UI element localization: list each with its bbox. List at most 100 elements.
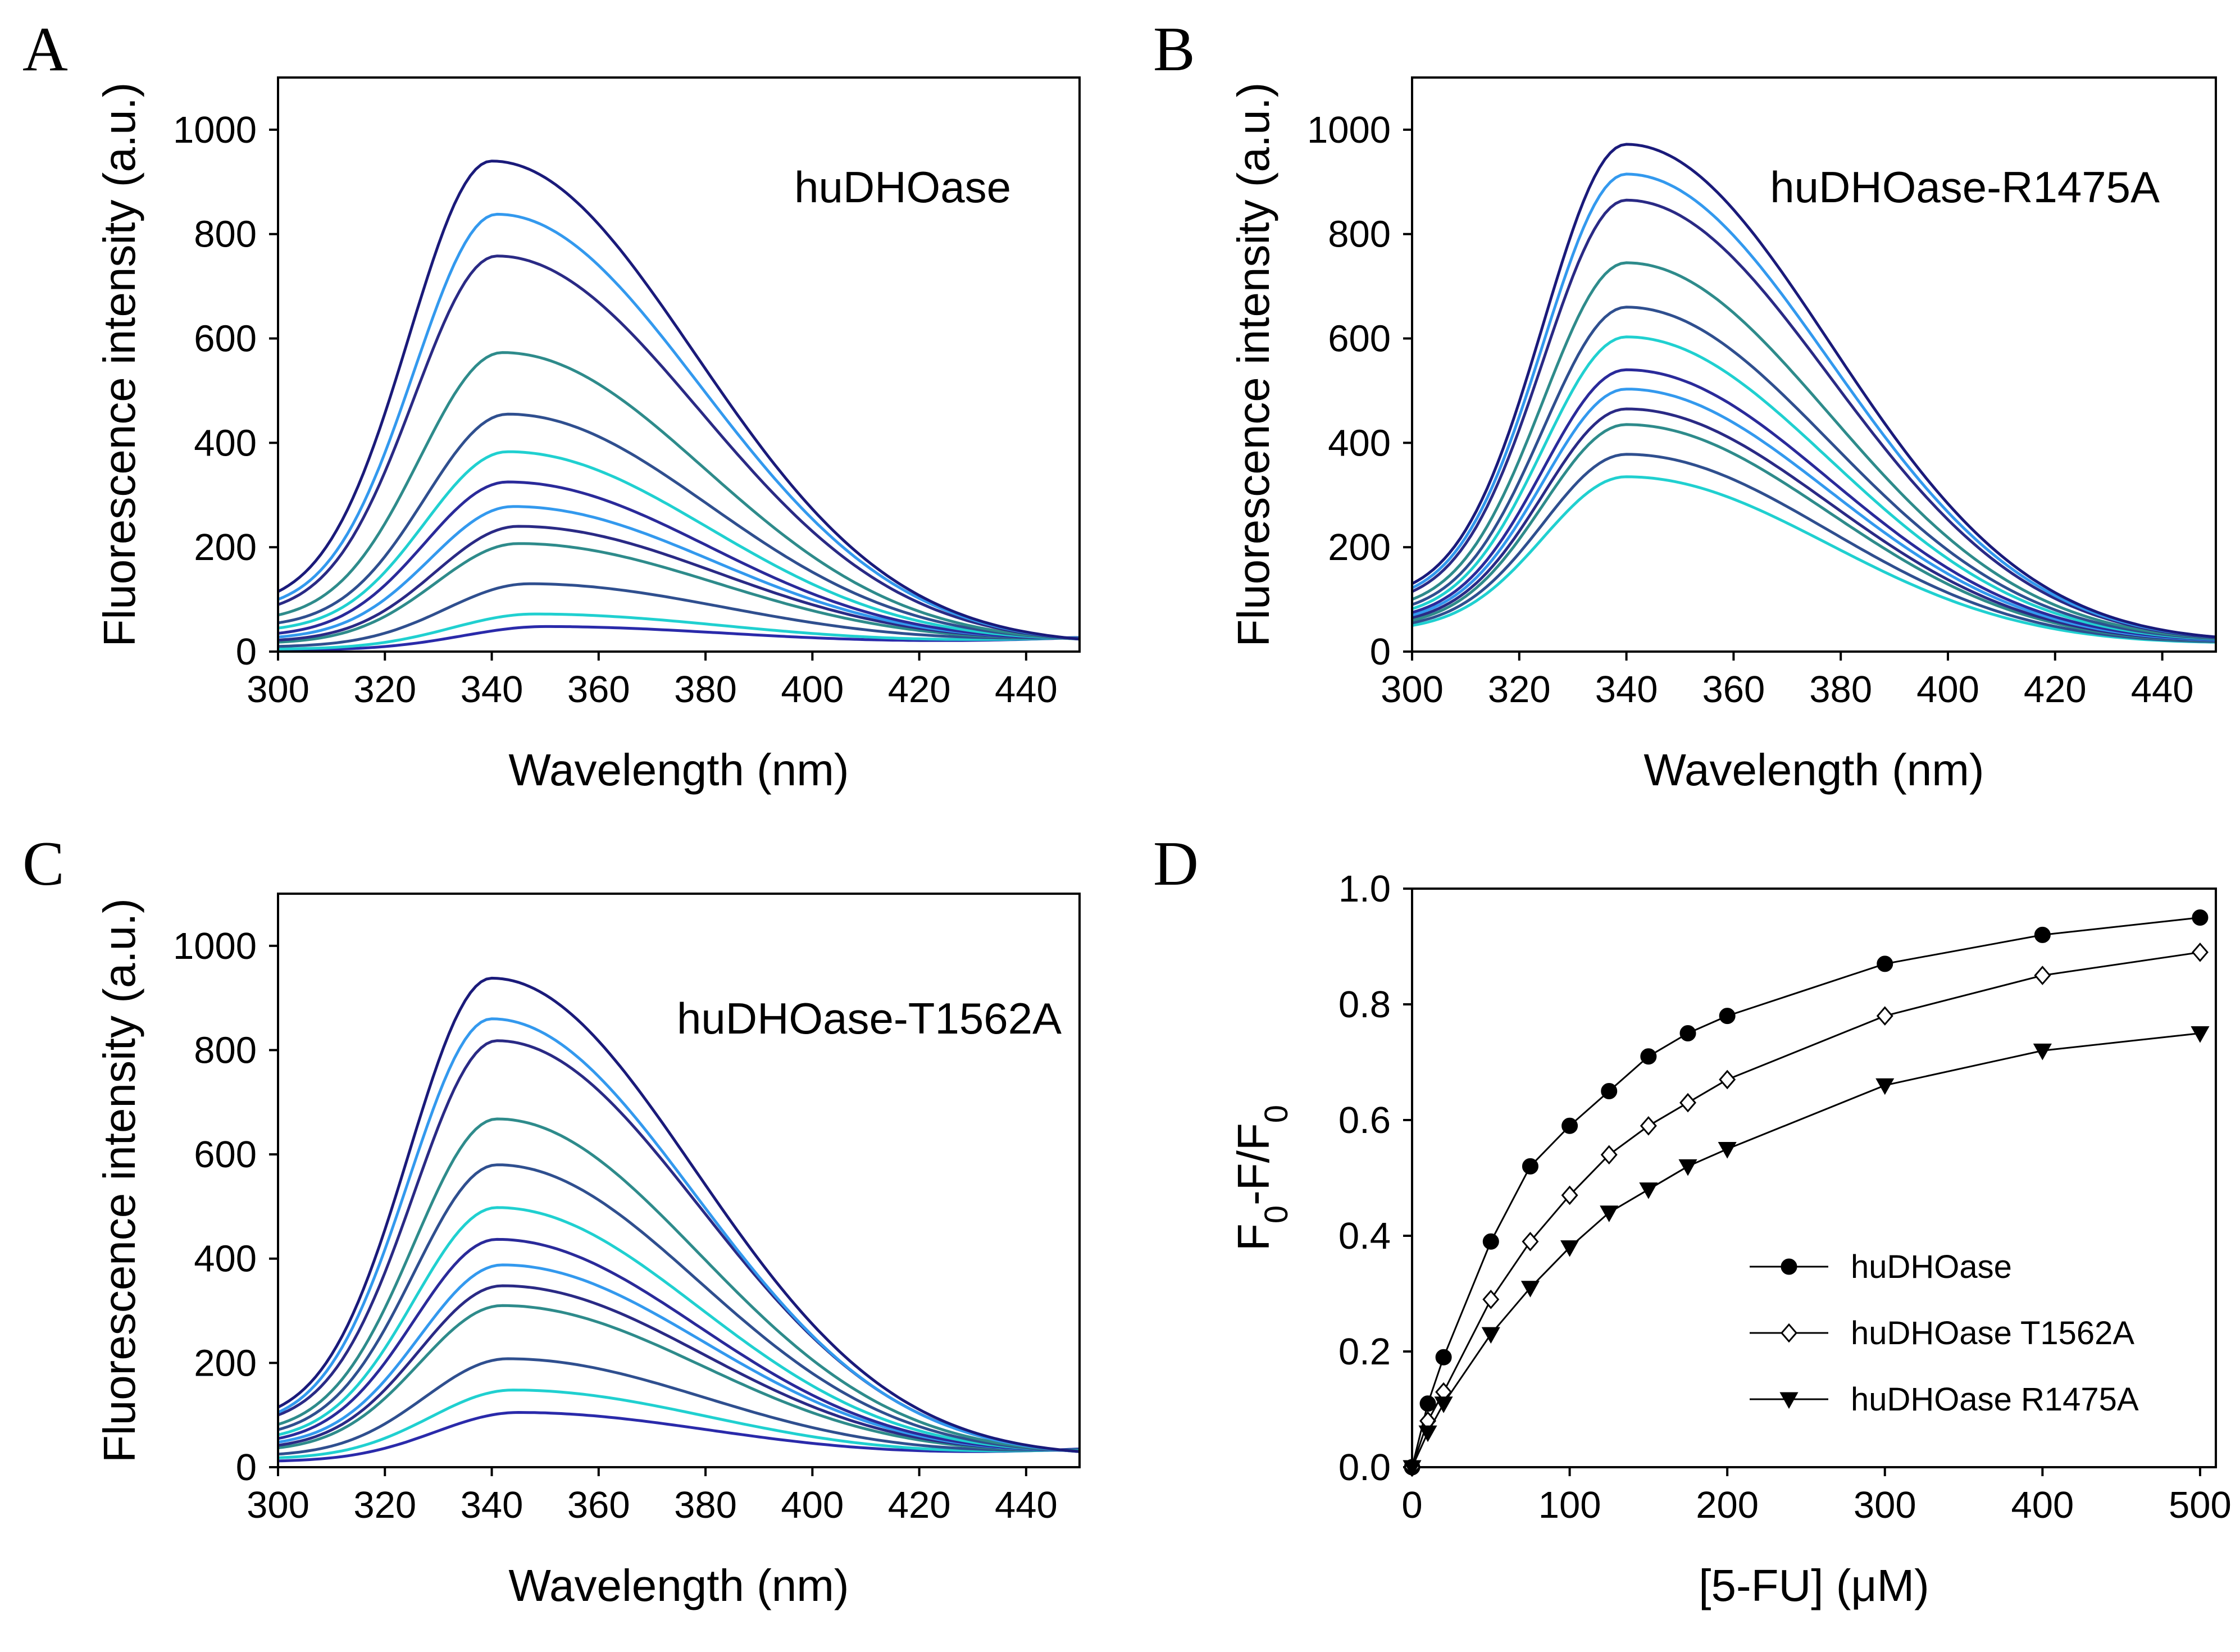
spectrum-line: [1412, 143, 2216, 639]
y-tick-label: 800: [194, 213, 257, 256]
x-tick-label: 440: [2131, 668, 2194, 711]
series-3: [1403, 1026, 2210, 1477]
spectrum-line: [1412, 407, 2216, 642]
data-point: [1877, 955, 1893, 972]
x-tick-label: 360: [1702, 668, 1765, 711]
data-point: [1560, 1240, 1579, 1257]
spectrum-line: [1412, 388, 2216, 642]
y-tick-label: 1000: [173, 109, 257, 151]
x-tick-label: 300: [247, 1484, 309, 1526]
spectrum-line: [278, 1357, 1080, 1456]
x-tick-label: 380: [1809, 668, 1872, 711]
y-tick-label: 0.8: [1338, 984, 1391, 1026]
spectrum-line: [278, 1206, 1080, 1452]
x-axis-title: Wavelength (nm): [1643, 745, 1984, 795]
x-tick-label: 320: [1488, 668, 1551, 711]
data-point: [1434, 1396, 1453, 1413]
x-tick-label: 420: [2024, 668, 2087, 711]
y-axis-title: Fluorescence intensity (a.u.): [94, 898, 144, 1463]
data-point: [1601, 1083, 1618, 1099]
x-tick-label: 420: [888, 1484, 951, 1526]
y-tick-label: 0.2: [1338, 1331, 1391, 1373]
y-tick-label: 0: [236, 631, 257, 673]
spectrum-line: [278, 480, 1080, 640]
data-point: [1482, 1233, 1499, 1250]
spectrum-line: [278, 254, 1080, 641]
spectrum-line: [278, 1117, 1080, 1453]
x-tick-label: 380: [674, 668, 737, 711]
data-point: [2034, 966, 2051, 985]
x-tick-label: 400: [781, 1484, 844, 1526]
series-group: [278, 160, 1080, 652]
y-tick-label: 0.0: [1338, 1446, 1391, 1489]
x-axis-title: Wavelength (nm): [508, 745, 849, 795]
y-tick-label: 0: [1370, 631, 1391, 673]
y-tick-label: 800: [1328, 213, 1391, 256]
panel-annotation: huDHOase-T1562A: [677, 994, 1062, 1043]
panel-d: D 0 100 200 300 400 500 0.0 0.2 0.4 0.6 0.8 1.0 [5-FU…: [1153, 829, 2232, 1610]
x-tick-label: 340: [1595, 668, 1658, 711]
y-tick-label: 1000: [1307, 109, 1391, 151]
spectrum-line: [278, 976, 1080, 1453]
x-tick-label: 400: [781, 668, 844, 711]
spectrum-line: [278, 582, 1080, 648]
spectrum-line: [278, 1163, 1080, 1453]
data-point: [1640, 1116, 1657, 1136]
data-point: [1719, 1070, 1736, 1090]
data-point: [2191, 943, 2209, 962]
x-tick-label: 300: [1381, 668, 1444, 711]
spectrum-line: [278, 1410, 1080, 1463]
data-point: [1522, 1232, 1539, 1251]
data-point: [1419, 1395, 1436, 1412]
plot-frame: [277, 76, 1081, 653]
data-point: [1718, 1142, 1737, 1159]
spectrum-line: [278, 351, 1080, 641]
x-tick-label: 360: [567, 1484, 630, 1526]
legend-marker: [1781, 1258, 1797, 1275]
data-point: [1435, 1349, 1452, 1366]
series-group: [1412, 143, 2216, 644]
data-point: [1561, 1185, 1578, 1205]
y-tick-label: 200: [194, 526, 257, 568]
spectrum-line: [1412, 423, 2216, 643]
y-tick-label: 1000: [173, 925, 257, 967]
series-group: [278, 976, 1080, 1463]
panel-letter: C: [22, 829, 65, 899]
data-point: [1679, 1093, 1697, 1113]
legend-marker: [1779, 1392, 1799, 1409]
data-point: [1520, 1281, 1540, 1298]
x-tick-label: 300: [1854, 1484, 1916, 1526]
legend-label: huDHOase: [1851, 1249, 2012, 1285]
x-tick-label: 420: [888, 668, 951, 711]
y-tick-label: 0: [236, 1446, 257, 1489]
data-point: [1418, 1425, 1437, 1442]
x-tick-label: 400: [2011, 1484, 2074, 1526]
spectrum-line: [1412, 172, 2216, 639]
x-tick-label: 440: [995, 1484, 1058, 1526]
spectrum-line: [1412, 368, 2216, 641]
x-tick-label: 300: [247, 668, 309, 711]
y-tick-label: 0.6: [1338, 1099, 1391, 1141]
y-tick-label: 400: [194, 422, 257, 464]
y-tick-label: 200: [194, 1342, 257, 1384]
y-tick-label: 600: [194, 318, 257, 360]
data-point: [2192, 909, 2209, 926]
data-point: [1600, 1205, 1619, 1222]
data-point: [2191, 1026, 2210, 1043]
data-point: [1640, 1048, 1657, 1065]
data-point: [1678, 1159, 1697, 1176]
panel-letter: B: [1153, 15, 1195, 84]
data-point: [1679, 1025, 1696, 1041]
data-point: [1639, 1182, 1658, 1199]
panel-b: B 300 320 340 360 380 400 420 440 0 200 400 600 800 10…: [1153, 15, 2217, 795]
x-tick-label: 320: [353, 668, 416, 711]
spectrum-line: [1412, 335, 2216, 641]
data-point: [2034, 926, 2051, 943]
y-axis-title: F0-F/F0: [1228, 1105, 1295, 1251]
spectrum-line: [278, 1389, 1080, 1459]
spectrum-line: [278, 1304, 1080, 1451]
y-tick-label: 800: [194, 1029, 257, 1071]
y-axis-title: Fluorescence intensity (a.u.): [1228, 83, 1278, 647]
spectrum-line: [1412, 306, 2216, 640]
plot-frame: [1411, 76, 2217, 653]
